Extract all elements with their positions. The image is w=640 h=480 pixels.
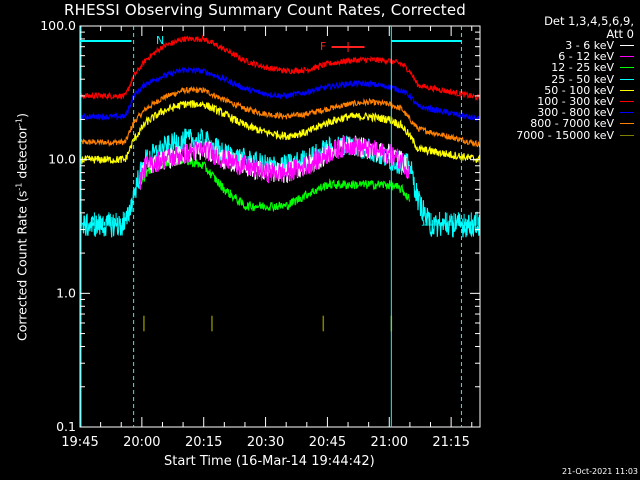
legend-swatch-2 — [620, 67, 634, 69]
legend-label-2: 12 - 25 keV — [551, 61, 614, 75]
legend-swatch-3 — [620, 78, 634, 80]
chart-title: RHESSI Observing Summary Count Rates, Co… — [64, 1, 467, 19]
x-tick-label-0: 19:45 — [61, 435, 98, 450]
legend-entry-5: 100 - 300 keV — [516, 95, 634, 109]
x-tick-label-1: 20:00 — [123, 435, 160, 450]
legend-entry-0: 3 - 6 keV — [516, 39, 634, 53]
annotation-n: N — [156, 34, 165, 47]
y-axis-label: Corrected Count Rate (s-1 detector-1) — [14, 113, 29, 341]
legend-swatch-1 — [620, 56, 634, 58]
legend-entry-7: 800 - 7000 keV — [516, 117, 634, 131]
legend: 3 - 6 keV 6 - 12 keV 12 - 25 keV 25 - 50 ke… — [516, 39, 634, 142]
series-line-5 — [79, 34, 481, 102]
legend-entry-2: 12 - 25 keV — [516, 61, 634, 75]
attenuator-state: Att 0 — [606, 27, 634, 41]
series-line-7 — [79, 85, 481, 148]
legend-label-4: 50 - 100 keV — [544, 83, 614, 97]
y-tick-label-3: 100.0 — [40, 18, 76, 33]
legend-label-8: 7000 - 15000 keV — [516, 128, 614, 142]
series-line-6 — [79, 66, 481, 122]
legend-swatch-0 — [620, 45, 634, 47]
legend-label-1: 6 - 12 keV — [558, 50, 614, 64]
x-tick-label-3: 20:30 — [247, 435, 284, 450]
plot-frame — [79, 25, 481, 428]
legend-entry-6: 300 - 800 keV — [516, 106, 634, 120]
y-tick-label-1: 1.0 — [56, 285, 76, 300]
x-axis-label: Start Time (16-Mar-14 19:44:42) — [164, 454, 375, 469]
legend-swatch-8 — [620, 134, 634, 136]
x-tick-label-5: 21:00 — [371, 435, 408, 450]
legend-swatch-4 — [620, 89, 634, 91]
legend-entry-8: 7000 - 15000 keV — [516, 128, 634, 142]
legend-entry-3: 25 - 50 keV — [516, 72, 634, 86]
legend-label-0: 3 - 6 keV — [565, 39, 614, 53]
legend-swatch-6 — [620, 112, 634, 114]
y-axis-label-tail: detector — [14, 125, 30, 183]
x-tick-label-4: 20:45 — [309, 435, 346, 450]
legend-label-7: 800 - 7000 keV — [530, 117, 614, 131]
legend-entry-1: 6 - 12 keV — [516, 50, 634, 64]
series-line-1 — [139, 136, 411, 190]
x-tick-label-2: 20:15 — [185, 435, 222, 450]
legend-label-5: 100 - 300 keV — [537, 95, 614, 109]
annotation-f: F — [320, 40, 327, 53]
detector-list: Det 1,3,4,5,6,9, — [544, 14, 634, 28]
y-tick-label-0: 0.1 — [56, 419, 76, 434]
series-line-4 — [79, 100, 481, 165]
y-axis-label-part: Corrected Count Rate (s — [14, 190, 30, 341]
timestamp: 21-Oct-2021 11:03 — [562, 467, 638, 476]
legend-swatch-7 — [620, 123, 634, 125]
y-axis-label-sup: -1 — [14, 182, 24, 191]
y-axis-label-sup2: -1 — [14, 117, 24, 126]
y-tick-label-2: 10.0 — [48, 152, 76, 167]
legend-label-6: 300 - 800 keV — [537, 106, 614, 120]
legend-swatch-5 — [620, 101, 634, 103]
legend-label-3: 25 - 50 keV — [551, 72, 614, 86]
y-axis-label-end: ) — [14, 113, 30, 118]
legend-entry-4: 50 - 100 keV — [516, 83, 634, 97]
x-tick-label-6: 21:15 — [432, 435, 469, 450]
